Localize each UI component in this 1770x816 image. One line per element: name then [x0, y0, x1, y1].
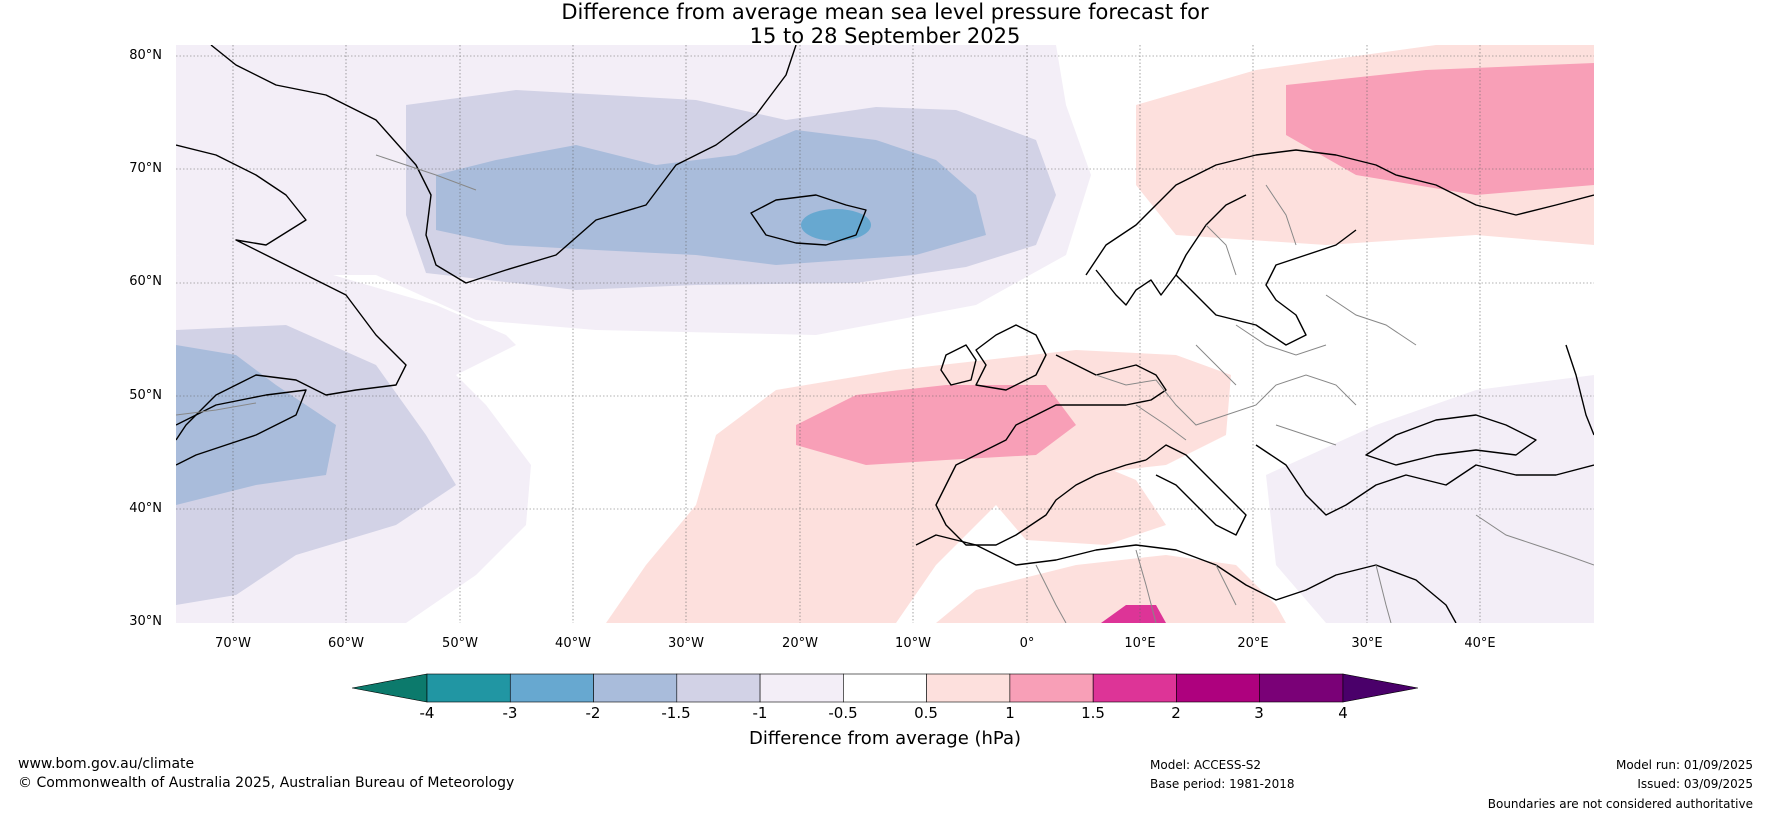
- colorbar-label-4: 4: [1338, 704, 1348, 722]
- anomaly-region-newfoundland-core: [176, 345, 336, 505]
- border-greenland-interior: [375, 154, 477, 191]
- anomaly-region-iceland-core: [801, 209, 871, 241]
- colorbar-segment-3: [593, 673, 678, 703]
- footer-issued: Issued: 03/09/2025: [1637, 777, 1753, 791]
- map-canvas: [176, 45, 1594, 623]
- colorbar-segment-8: [1009, 673, 1094, 703]
- footer-url: www.bom.gov.au/climate: [18, 756, 195, 772]
- coastline-baffin-labrador: [176, 144, 407, 441]
- footer-model-run: Model run: 01/09/2025: [1615, 758, 1753, 772]
- colorbar-label-neg3: -3: [502, 704, 518, 722]
- coastline-baltic: [1175, 229, 1357, 346]
- lon-label-10w: 10°W: [895, 636, 931, 651]
- colorbar-extend-high: [1342, 673, 1419, 703]
- coastline-greenland: [210, 45, 797, 284]
- colorbar-label-3: 3: [1254, 704, 1264, 722]
- lon-label-30w: 30°W: [668, 636, 704, 651]
- anomaly-region-north-africa-positive: [936, 555, 1286, 623]
- coastline-iceland: [750, 194, 867, 246]
- anomaly-region-algeria-core: [1101, 605, 1166, 623]
- lat-label-50n: 50°N: [129, 388, 162, 403]
- lat-label-80n: 80°N: [129, 48, 162, 63]
- lon-label-0: 0°: [1019, 636, 1035, 651]
- coastline-balkans-turkey: [1255, 444, 1594, 516]
- colorbar-extend-low: [352, 673, 428, 703]
- colorbar-label-neg0-5: -0.5: [828, 704, 858, 722]
- lon-label-40w: 40°W: [555, 636, 591, 651]
- borders-scandinavia: [1205, 184, 1297, 276]
- colorbar-segment-6: [843, 673, 927, 703]
- colorbar-segment-2: [509, 673, 594, 703]
- colorbar-label-2: 2: [1171, 704, 1181, 722]
- colorbar-segment-10: [1176, 673, 1260, 703]
- coastline-scandinavia: [1085, 149, 1594, 276]
- coastline-black-sea: [1365, 414, 1537, 466]
- coastline-nova-scotia: [176, 389, 307, 466]
- lat-label-30n: 30°N: [129, 614, 162, 629]
- colorbar: [352, 673, 1419, 703]
- anomaly-region-eastmed-light: [1266, 375, 1594, 623]
- border-canada-usa: [176, 402, 257, 416]
- colorbar-segment-11: [1259, 673, 1344, 703]
- lon-label-50w: 50°W: [442, 636, 478, 651]
- lat-label-60n: 60°N: [129, 274, 162, 289]
- colorbar-label-0-5: 0.5: [914, 704, 938, 722]
- lon-label-20e: 20°E: [1237, 636, 1269, 651]
- anomaly-region-biscay-core: [796, 385, 1076, 465]
- lon-label-60w: 60°W: [328, 636, 364, 651]
- anomaly-region-west-europe-positive: [606, 350, 1231, 623]
- colorbar-label-neg1: -1: [752, 704, 768, 722]
- colorbar-segment-7: [926, 673, 1011, 703]
- lat-label-70n: 70°N: [129, 161, 162, 176]
- lon-label-20w: 20°W: [782, 636, 818, 651]
- lat-label-40n: 40°N: [129, 501, 162, 516]
- colorbar-segment-1: [426, 673, 511, 703]
- footer-disclaimer: Boundaries are not considered authoritat…: [1487, 797, 1753, 811]
- lon-label-40e: 40°E: [1464, 636, 1496, 651]
- borders-middle-east: [1475, 514, 1594, 566]
- coastline-ireland: [940, 344, 977, 386]
- colorbar-label-1: 1: [1005, 704, 1015, 722]
- colorbar-segments: [352, 673, 1419, 703]
- coastline-west-europe: [935, 354, 1167, 546]
- colorbar-segment-4: [676, 673, 761, 703]
- lon-label-10e: 10°E: [1124, 636, 1156, 651]
- pressure-anomaly-map: [176, 45, 1594, 623]
- lon-label-70w: 70°W: [215, 636, 251, 651]
- title-line-1: Difference from average mean sea level p…: [561, 0, 1209, 24]
- country-borders: [176, 154, 1594, 623]
- colorbar-label-neg4: -4: [419, 704, 435, 722]
- colorbar-title: Difference from average (hPa): [748, 728, 1022, 749]
- lon-label-30e: 30°E: [1351, 636, 1383, 651]
- borders-central-europe: [1095, 294, 1417, 446]
- footer-model: Model: ACCESS-S2: [1150, 758, 1262, 772]
- coastline-caspian-east: [1565, 344, 1594, 436]
- coastlines: [176, 45, 1594, 623]
- footer-copyright: © Commonwealth of Australia 2025, Austra…: [18, 775, 515, 791]
- coastline-italy: [1145, 444, 1247, 536]
- colorbar-label-neg1-5: -1.5: [661, 704, 691, 722]
- borders-north-africa: [1035, 549, 1392, 623]
- footer-base-period: Base period: 1981-2018: [1150, 777, 1295, 791]
- colorbar-segment-9: [1092, 673, 1177, 703]
- coastline-british-isles: [975, 324, 1047, 391]
- map-title: Difference from average mean sea level p…: [0, 0, 1770, 48]
- colorbar-label-1-5: 1.5: [1081, 704, 1105, 722]
- title-line-2: 15 to 28 September 2025: [749, 24, 1021, 48]
- coastline-norway-south: [1095, 194, 1247, 306]
- colorbar-label-neg2: -2: [585, 704, 601, 722]
- anomaly-region-italy-positive: [996, 455, 1166, 545]
- colorbar-segment-5: [759, 673, 844, 703]
